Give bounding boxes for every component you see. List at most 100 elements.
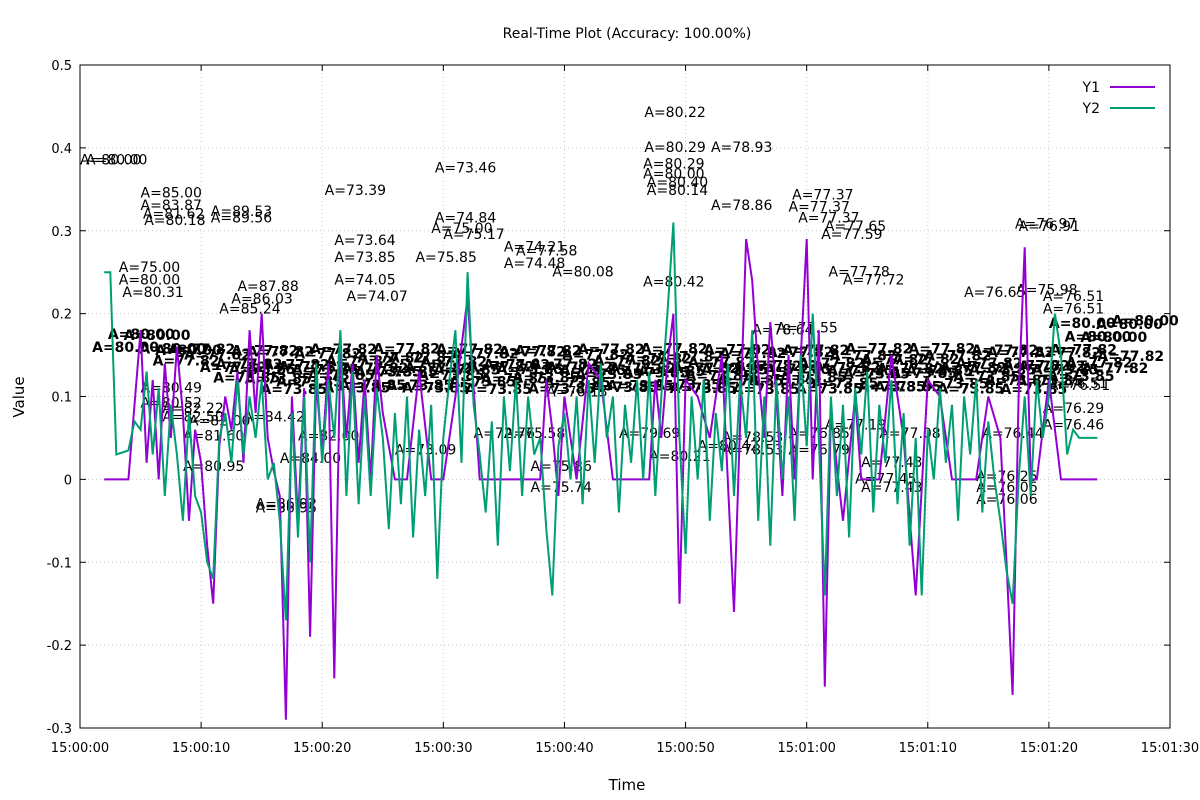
annotation-label: A=73.85 — [355, 365, 422, 381]
annotation-label: A=77.37 — [798, 210, 859, 226]
annotation-label: A=77.82 — [656, 349, 723, 365]
y-tick-label: 0.3 — [51, 225, 72, 240]
annotation-label: A=77.82 — [1066, 355, 1133, 371]
annotation-label: A=77.82 — [546, 360, 613, 376]
annotation-label: A=80.29 — [643, 157, 704, 173]
annotation-label: A=80.40 — [647, 175, 708, 191]
annotation-label: A=76.91 — [1019, 219, 1080, 235]
annotation-label: A=73.85 — [827, 363, 894, 379]
annotation-label: A=76.46 — [1043, 418, 1104, 434]
annotation-label: A=76.13 — [546, 385, 607, 401]
annotation-label: A=73.85 — [1048, 369, 1115, 385]
annotation-label: A=80.00 — [86, 152, 147, 168]
y-tick-label: 0.4 — [51, 142, 72, 157]
y-tick-label: 0 — [64, 473, 72, 488]
annotation-label: A=80.42 — [643, 274, 704, 290]
annotation-label: A=86.95 — [256, 501, 317, 517]
annotation-label: A=75.74 — [531, 480, 592, 496]
annotation-label: A=76.51 — [1043, 302, 1104, 318]
annotation-label: A=76.97 — [1015, 216, 1076, 232]
annotation-label: A=76.29 — [1043, 401, 1104, 417]
annotation-label: A=73.85 — [544, 375, 611, 391]
annotation-label: A=77.82 — [483, 358, 550, 374]
annotation-label: A=77.45 — [855, 472, 916, 488]
y-tick-label: -0.2 — [47, 639, 72, 654]
series-line-y1 — [104, 238, 1098, 720]
annotation-label: A=80.52 — [141, 395, 202, 411]
annotation-label: A=76.51 — [1049, 378, 1110, 394]
annotation-label: A=73.85 — [497, 362, 564, 378]
annotation-label: A=77.82 — [200, 360, 267, 376]
annotation-label: A=77.58 — [516, 244, 577, 260]
annotation-label: A=77.82 — [861, 352, 928, 368]
annotation-label: A=74.05 — [334, 273, 395, 289]
legend-label: Y1 — [1082, 80, 1100, 96]
annotation-label: A=82.22 — [162, 401, 223, 417]
annotation-label: A=73.85 — [402, 381, 469, 397]
annotation-label: A=77.82 — [452, 347, 519, 363]
annotation-label: A=73.85 — [512, 371, 579, 387]
annotation-label: A=77.82 — [893, 352, 960, 368]
x-tick-label: 15:00:40 — [535, 741, 593, 756]
annotation-label: A=80.00 — [643, 167, 704, 183]
annotation-label: A=73.85 — [418, 368, 485, 384]
x-axis-label: Time — [608, 776, 646, 794]
annotation-label: A=75.98 — [1016, 283, 1077, 299]
annotation-label: A=80.00 — [80, 152, 141, 168]
annotation-label: A=75.00 — [431, 221, 492, 237]
annotation-label: A=73.85 — [449, 375, 516, 391]
y-tick-label: -0.1 — [47, 556, 72, 571]
annotation-label: A=77.82 — [168, 342, 235, 358]
annotation-label: A=73.85 — [229, 362, 296, 378]
annotation-label: A=74.84 — [435, 210, 496, 226]
annotation-label: A=77.82 — [956, 356, 1023, 372]
annotation-label: A=76.51 — [1043, 289, 1104, 305]
annotation-label: A=73.85 — [638, 364, 705, 380]
annotation-label: A=74.48 — [504, 256, 565, 272]
annotation-label: A=74.07 — [346, 289, 407, 305]
annotation-label: A=73.85 — [623, 365, 690, 381]
annotation-label: A=73.46 — [435, 161, 496, 177]
annotation-label: A=73.85 — [953, 369, 1020, 385]
annotation-label: A=80.95 — [183, 459, 244, 475]
annotation-label: A=81.62 — [143, 206, 204, 222]
annotation-label: A=73.85 — [937, 381, 1004, 397]
y-tick-label: -0.3 — [47, 722, 72, 737]
annotation-label: A=73.85 — [560, 363, 627, 379]
annotation-label: A=77.82 — [531, 357, 598, 373]
annotation-label: A=76.06 — [976, 492, 1037, 508]
annotation-label: A=77.82 — [373, 341, 440, 357]
annotation-label: A=86.92 — [256, 496, 317, 512]
annotation-label: A=76.25 — [976, 469, 1037, 485]
annotation-label: A=80.14 — [647, 183, 708, 199]
annotation-label: A=81.60 — [183, 428, 244, 444]
annotation-label: A=80.00 — [1080, 330, 1147, 346]
x-tick-label: 15:00:20 — [293, 741, 351, 756]
annotation-label: A=77.82 — [782, 343, 849, 359]
annotation-label: A=80.00 — [1112, 314, 1179, 330]
annotation-label: A=73.85 — [906, 364, 973, 380]
annotation-label: A=77.19 — [825, 418, 886, 434]
x-tick-label: 15:01:20 — [1020, 741, 1078, 756]
annotation-label: A=77.82 — [263, 358, 330, 374]
axis-ticks: -0.3 -0.2 -0.1 0 0.1 0.2 0.3 0.4 0.5 15:00:00 15:0… — [47, 59, 1200, 756]
annotation-label: A=86.03 — [231, 292, 292, 308]
annotation-label: A=77.82 — [845, 342, 912, 358]
annotation-label: A=87.88 — [237, 279, 298, 295]
annotation-label: A=77.82 — [1050, 343, 1117, 359]
y-tick-label: 0.1 — [51, 391, 72, 406]
legend-label: Y2 — [1082, 101, 1100, 117]
annotation-label: A=83.87 — [141, 198, 202, 214]
annotation-label: A=80.00 — [1049, 316, 1116, 332]
annotation-label: A=73.85 — [701, 362, 768, 378]
annotation-label: A=89.56 — [211, 210, 272, 226]
annotation-label: A=77.82 — [830, 348, 897, 364]
annotation-label: A=74.21 — [504, 239, 565, 255]
annotation-label: A=80.00 — [139, 341, 206, 357]
annotation-label: A=84.00 — [280, 451, 341, 467]
annotation-label: A=80.08 — [552, 264, 613, 280]
annotation-label: A=77.82 — [216, 357, 283, 373]
